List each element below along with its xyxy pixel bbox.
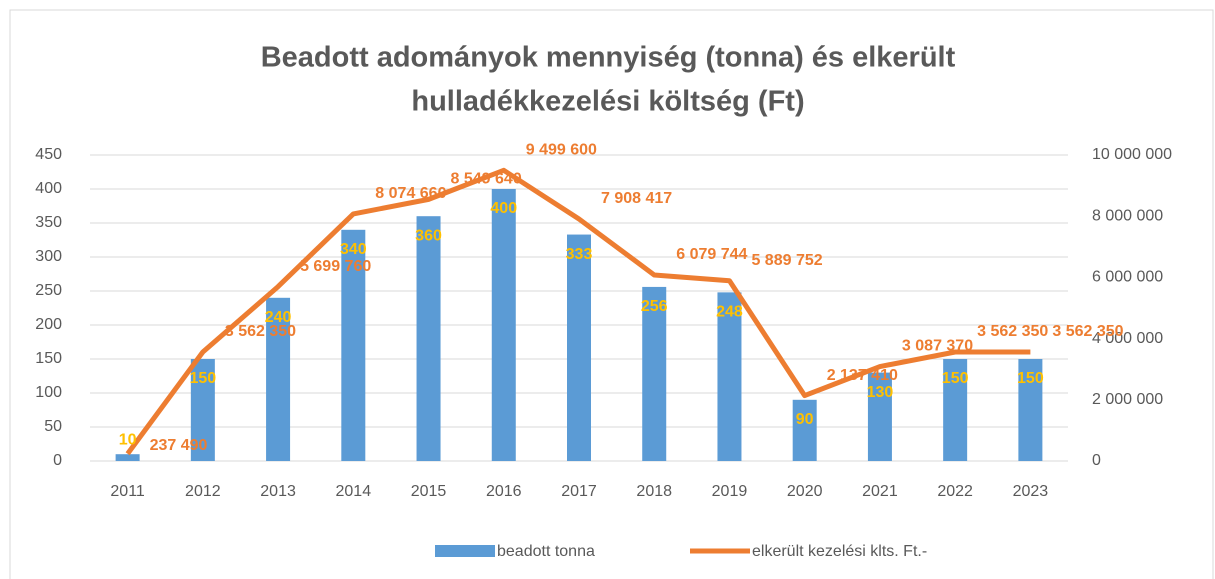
y2-tick-label: 8 000 000 (1092, 207, 1163, 224)
y2-tick-label: 6 000 000 (1092, 269, 1163, 286)
x-tick-label: 2013 (260, 483, 296, 500)
line-data-label: 9 499 600 (526, 142, 597, 159)
y2-tick-label: 4 000 000 (1092, 330, 1163, 347)
y-tick-label: 150 (35, 350, 62, 367)
line-data-label: 8 549 640 (451, 171, 522, 188)
bar-data-label: 240 (265, 309, 292, 326)
bar (943, 359, 968, 461)
bar-data-label: 150 (1017, 370, 1044, 387)
legend-label: elkerült kezelési klts. Ft.- (752, 543, 927, 560)
line-data-label: 3 562 350 (1052, 323, 1123, 340)
y-tick-label: 250 (35, 282, 62, 299)
y-tick-label: 400 (35, 180, 62, 197)
bar (867, 372, 892, 461)
x-tick-label: 2011 (110, 483, 145, 500)
y-tick-label: 100 (35, 384, 62, 401)
x-tick-label: 2017 (561, 483, 597, 500)
y2-tick-label: 10 000 000 (1092, 146, 1172, 163)
y-tick-label: 350 (35, 214, 62, 231)
bar (1018, 359, 1043, 461)
bar (792, 399, 817, 461)
bar (190, 359, 215, 461)
bar (266, 297, 291, 461)
line-data-label: 2 137 410 (827, 367, 898, 384)
bar-data-label: 360 (415, 227, 442, 244)
chart-title: hulladékkezelési költség (Ft) (411, 86, 804, 118)
line-data-label: 237 490 (150, 437, 208, 454)
x-tick-label: 2012 (185, 483, 221, 500)
x-tick-label: 2023 (1013, 483, 1049, 500)
legend-swatch (435, 545, 495, 557)
bar (642, 286, 667, 461)
bar-data-label: 400 (490, 200, 517, 217)
bar (567, 234, 591, 461)
line-data-label: 5 699 760 (300, 258, 371, 275)
legend-label: beadott tonna (497, 543, 595, 560)
x-tick-label: 2016 (486, 483, 522, 500)
y-tick-label: 50 (44, 418, 62, 435)
bar-data-label: 150 (942, 370, 969, 387)
line-data-label: 6 079 744 (676, 246, 747, 263)
line-data-label: 3 562 350 (977, 323, 1048, 340)
bar-data-label: 340 (340, 241, 367, 258)
x-tick-label: 2014 (336, 483, 372, 500)
y2-tick-label: 0 (1092, 452, 1101, 469)
bar-data-label: 130 (867, 384, 894, 401)
x-tick-label: 2018 (636, 483, 672, 500)
line (125, 167, 1031, 456)
bar-data-label: 256 (641, 298, 668, 315)
bar-data-label: 150 (189, 370, 216, 387)
bar (341, 229, 366, 461)
bar-data-label: 248 (716, 304, 743, 321)
chart-title: Beadott adományok mennyiség (tonna) és e… (261, 42, 956, 74)
bar-data-label: 90 (796, 411, 814, 428)
x-tick-label: 2022 (937, 483, 973, 500)
y2-tick-label: 2 000 000 (1092, 391, 1163, 408)
line-data-label: 7 908 417 (601, 190, 672, 207)
bar (115, 454, 140, 461)
x-tick-label: 2020 (787, 483, 823, 500)
bar (416, 216, 441, 461)
x-tick-label: 2019 (712, 483, 748, 500)
x-tick-label: 2015 (411, 483, 447, 500)
line-data-label: 5 889 752 (751, 252, 822, 269)
y-tick-label: 200 (35, 316, 62, 333)
bar (491, 189, 516, 461)
chart-frame (9, 9, 1214, 579)
bar (717, 292, 742, 461)
bar-data-label: 333 (566, 246, 593, 263)
x-tick-label: 2021 (862, 483, 898, 500)
y-tick-label: 300 (35, 248, 62, 265)
line-data-label: 8 074 660 (375, 185, 446, 202)
y-tick-label: 450 (35, 146, 62, 163)
line-data-label: 3 562 350 (225, 323, 296, 340)
line-data-label: 3 087 370 (902, 338, 973, 355)
bar-data-label: 10 (119, 431, 137, 448)
y-tick-label: 0 (53, 452, 62, 469)
